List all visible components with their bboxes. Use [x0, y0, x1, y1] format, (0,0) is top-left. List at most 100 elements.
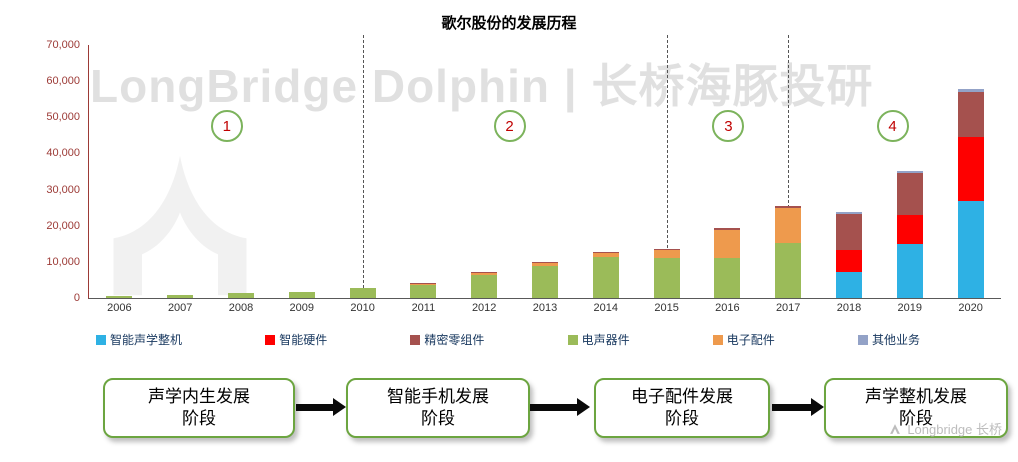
legend-item: 其他业务 [857, 331, 920, 348]
flow-box-line: 阶段 [665, 409, 699, 428]
x-tick-label: 2006 [107, 302, 132, 314]
y-tick-label: 40,000 [46, 147, 80, 160]
flow-box-electronic-accessories: 电子配件发展 阶段 [594, 378, 770, 438]
bar-segment-电声器件 [349, 288, 376, 298]
legend-swatch [712, 334, 723, 345]
flow-arrow-icon [772, 398, 824, 416]
phase-number-badge: 4 [876, 110, 909, 142]
flow-box-line: 阶段 [182, 409, 216, 428]
bar-segment-智能硬件 [896, 215, 923, 245]
bar-segment-精密零组件 [471, 271, 498, 273]
bar-segment-电子配件 [592, 253, 619, 258]
bar-segment-智能声学整机 [836, 271, 862, 298]
bar-segment-电声器件 [653, 258, 680, 298]
legend-swatch [96, 334, 106, 345]
bar-segment-电声器件 [288, 292, 315, 298]
y-tick-label: 30,000 [46, 183, 80, 196]
phase-number-badge: 1 [210, 110, 243, 142]
bar-segment-精密零组件 [592, 252, 619, 254]
bar-segment-电声器件 [106, 296, 133, 298]
legend-swatch [857, 334, 868, 345]
flow-arrow-icon [530, 398, 590, 416]
y-tick-label: 70,000 [46, 39, 80, 51]
x-tick-label: 2012 [471, 302, 497, 314]
flow-arrow-icon [296, 398, 346, 416]
bar-segment-精密零组件 [896, 172, 923, 216]
legend-label: 其他业务 [871, 333, 920, 347]
phase-divider-line [666, 35, 668, 298]
y-tick-label: 0 [73, 292, 80, 304]
plot-area: 2006 2007 2008 2009 2010 2011 2012 2013 2014 2015… [88, 35, 1001, 314]
x-tick-label: 2011 [411, 302, 436, 314]
x-tick-label: 2019 [897, 302, 923, 314]
legend-label: 电子配件 [726, 333, 775, 347]
x-tick-label: 2014 [593, 302, 619, 314]
flow-box-line: 声学整机发展 [865, 386, 967, 406]
bar-segment-精密零组件 [836, 213, 862, 250]
legend-label: 精密零组件 [424, 333, 485, 347]
flow-box-smartphone: 智能手机发展 阶段 [346, 378, 530, 438]
page-title: 歌尔股份的发展历程 [441, 15, 577, 32]
x-tick-label: 2009 [289, 302, 315, 314]
bar-segment-电声器件 [775, 243, 802, 298]
bar-segment-精密零组件 [775, 205, 802, 208]
legend-label: 电声器件 [581, 333, 630, 347]
legend-item: 精密零组件 [410, 331, 484, 348]
bar-segment-精密零组件 [653, 248, 680, 250]
bar-segment-其他业务 [836, 212, 862, 214]
legend-swatch [567, 334, 578, 345]
flow-box-line: 智能手机发展 [387, 386, 489, 406]
x-tick-label: 2016 [715, 302, 740, 314]
flow-box-line: 声学内生发展 [148, 386, 250, 406]
phase-number-badge: 3 [712, 110, 745, 142]
bar-segment-电声器件 [410, 284, 437, 298]
x-tick-label: 2017 [775, 302, 801, 314]
x-tick-label: 2008 [228, 302, 254, 314]
legend-label: 智能声学整机 [110, 333, 183, 347]
bar-segment-智能声学整机 [896, 244, 923, 298]
bar-segment-电声器件 [592, 257, 619, 298]
legend: 智能声学整机 智能硬件 精密零组件 电声器件 电子配件 其他业务 [96, 331, 920, 348]
legend-item: 智能硬件 [265, 331, 327, 348]
y-tick-label: 50,000 [46, 111, 80, 124]
phase-divider-line [362, 35, 364, 298]
legend-item: 电声器件 [567, 331, 630, 348]
bar-segment-电子配件 [714, 230, 741, 258]
bar-segment-智能硬件 [957, 136, 984, 201]
x-tick-label: 2018 [836, 302, 862, 314]
bar-segment-电子配件 [532, 262, 558, 266]
bar-segment-智能硬件 [836, 249, 862, 272]
bar-segment-电声器件 [228, 292, 254, 298]
bar-segment-电声器件 [167, 294, 194, 298]
bar-segment-电子配件 [471, 272, 498, 276]
flow-box-line: 阶段 [421, 409, 455, 428]
bar-segment-智能声学整机 [957, 200, 984, 298]
bar-segment-精密零组件 [714, 228, 741, 231]
bar-segment-精密零组件 [410, 282, 437, 284]
bar-segment-精密零组件 [957, 92, 984, 137]
bar-segment-电子配件 [653, 249, 680, 259]
phase-number-badge: 2 [493, 110, 526, 142]
bar-segment-电声器件 [471, 275, 498, 298]
x-tick-label: 2007 [167, 302, 193, 314]
x-tick-label: 2020 [958, 302, 983, 314]
x-tick-label: 2013 [532, 302, 558, 314]
bar-segment-电子配件 [410, 283, 437, 285]
legend-item: 智能声学整机 [96, 331, 182, 348]
x-tick-label: 2010 [350, 302, 375, 314]
legend-swatch [410, 334, 421, 345]
phase-divider-line [788, 35, 790, 298]
flow-box-line: 阶段 [899, 409, 933, 428]
bar-segment-电子配件 [775, 207, 802, 244]
x-tick-label: 2015 [654, 302, 679, 314]
bar-segment-精密零组件 [532, 261, 558, 263]
bar-segment-电声器件 [532, 265, 558, 298]
bar-segment-电声器件 [714, 257, 741, 298]
flow-box-line: 电子配件发展 [631, 386, 733, 406]
legend-label: 智能硬件 [279, 333, 328, 347]
y-tick-label: 60,000 [46, 75, 80, 88]
bar-segment-其他业务 [896, 170, 923, 173]
flow-box-acoustic-organic: 声学内生发展 阶段 [103, 378, 295, 438]
y-tick-label: 20,000 [46, 219, 80, 232]
